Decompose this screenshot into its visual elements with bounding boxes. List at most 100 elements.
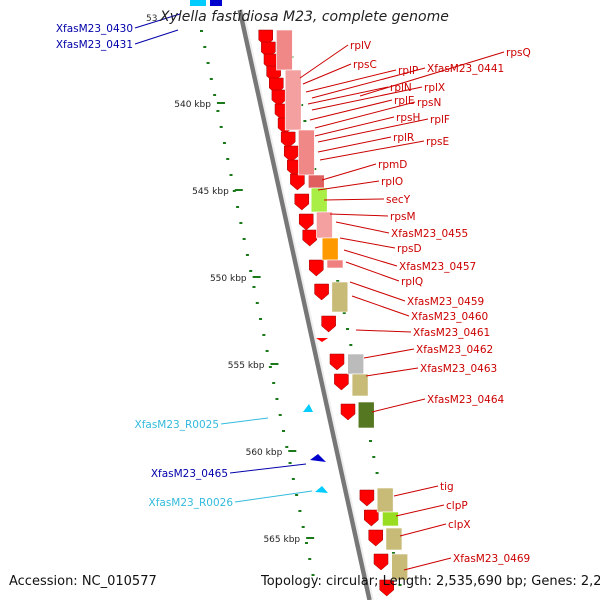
right-feature-label: rpsE: [426, 136, 449, 148]
minus-strand-feature: [310, 454, 326, 462]
inner-tick-dot: [232, 190, 236, 192]
inner-tick-dot: [229, 174, 233, 176]
right-feature-label: XfasM23_0464: [427, 394, 505, 406]
inner-tick-dot: [265, 350, 269, 352]
feature-box: [385, 527, 403, 551]
right-label-leader: [319, 140, 425, 161]
right-label-leader: [321, 163, 377, 181]
right-feature-label: XfasM23_0455: [391, 228, 468, 240]
cds-arrow: [271, 89, 287, 107]
right-feature-label: rplN: [390, 82, 412, 94]
right-label-leader: [302, 63, 352, 85]
inner-tick-dot: [272, 382, 276, 384]
cds-arrow: [283, 145, 299, 163]
right-label-leader: [345, 261, 400, 282]
right-feature-label: rplF: [430, 114, 450, 126]
right-label-leader: [311, 67, 426, 99]
feature-box: [321, 237, 339, 261]
right-feature-label: rplX: [424, 82, 445, 94]
inner-tick-dot: [222, 142, 226, 144]
feature-box: [376, 487, 394, 513]
outer-tick-dot: [349, 344, 353, 346]
ruler-label: 550 kbp: [210, 274, 247, 284]
right-feature-label: secY: [386, 194, 411, 206]
accession-text: Accession: NC_010577: [9, 574, 157, 589]
feature-box: [391, 553, 408, 581]
right-feature-label: rplO: [381, 176, 403, 188]
right-feature-label: XfasM23_0459: [407, 296, 484, 308]
left-label-leader: [220, 417, 269, 425]
inner-tick-dot: [203, 46, 207, 48]
inner-tick-dot: [255, 302, 259, 304]
inner-tick-dot: [301, 526, 305, 528]
right-feature-label: rpmD: [378, 159, 407, 171]
cds-arrow: [368, 529, 383, 547]
right-feature-label: tig: [440, 481, 454, 493]
right-label-leader: [335, 221, 390, 234]
backbone-highlight: [242, 9, 374, 601]
inner-tick-dot: [282, 430, 285, 432]
backbone-line: [237, 9, 373, 601]
right-label-leader: [365, 367, 419, 377]
feature-box: [298, 129, 315, 176]
label-leaders: [134, 13, 505, 571]
inner-tick-dot: [216, 110, 220, 112]
right-feature-label: clpP: [446, 500, 468, 512]
cds-arrow: [329, 353, 345, 371]
right-label-leader: [305, 69, 397, 93]
right-label-leader: [314, 116, 395, 137]
inner-tick-dot: [245, 254, 249, 256]
right-feature-label: rplP: [398, 65, 418, 77]
outer-tick-dot: [391, 552, 395, 554]
genome-summary-text: Topology: circular; Length: 2,535,690 bp…: [261, 574, 600, 589]
inner-tick-dot: [275, 398, 279, 400]
right-label-leader: [317, 180, 380, 191]
right-feature-label: rplE: [394, 95, 415, 107]
right-feature-label: rpsN: [417, 97, 441, 109]
rna-feature: [190, 0, 206, 6]
right-label-leader: [314, 101, 416, 129]
left-label-leader: [229, 463, 307, 474]
right-feature-label: XfasM23_0457: [399, 261, 476, 273]
feature-box: [316, 211, 333, 239]
backbone: [237, 9, 374, 601]
right-feature-label: rplQ: [401, 276, 423, 288]
inner-tick-dot: [219, 126, 223, 128]
inner-tick-dot: [298, 510, 302, 512]
ruler: 540 kbp 545 kbp 550 kbp 555 kbp 560 kbp 565 k…: [174, 100, 315, 545]
feature-box: [382, 511, 399, 527]
right-label-leader: [329, 213, 389, 217]
feature-box: [307, 174, 325, 189]
left-feature-label: XfasM23_R0025: [135, 419, 219, 431]
right-label-leader: [317, 118, 429, 143]
right-feature-label: rpsQ: [506, 47, 531, 59]
right-label-leader: [399, 523, 447, 537]
right-label-leader: [349, 281, 406, 302]
inner-tick-dot: [311, 574, 315, 576]
inner-tick-dot: [278, 414, 282, 416]
inner-tick-dot: [291, 478, 295, 480]
inner-tick-dot: [252, 286, 256, 288]
right-feature-label: XfasM23_0460: [411, 311, 488, 323]
left-feature-label: XfasM23_0431: [56, 39, 133, 51]
cds-arrow: [359, 489, 375, 507]
feature-box: [276, 29, 293, 71]
inner-tick-dot: [206, 62, 210, 64]
right-feature-label: rplV: [350, 40, 372, 52]
outer-tick-dot: [342, 312, 346, 314]
inner-tick-dot: [304, 542, 308, 544]
ruler-label: 560 kbp: [246, 448, 283, 458]
cds-arrow: [302, 229, 317, 247]
feature-box: [284, 69, 302, 131]
left-feature-label: XfasM23_0465: [151, 468, 228, 480]
right-feature-label: rpsD: [397, 243, 422, 255]
map-corner-number: 53: [146, 14, 158, 24]
feature-tracks: [190, 0, 408, 597]
left-label-leader: [234, 490, 313, 503]
outer-tick-dot: [346, 328, 350, 330]
right-label-leader: [311, 86, 423, 111]
cds-arrow: [290, 173, 305, 191]
cds-arrow: [373, 553, 389, 571]
